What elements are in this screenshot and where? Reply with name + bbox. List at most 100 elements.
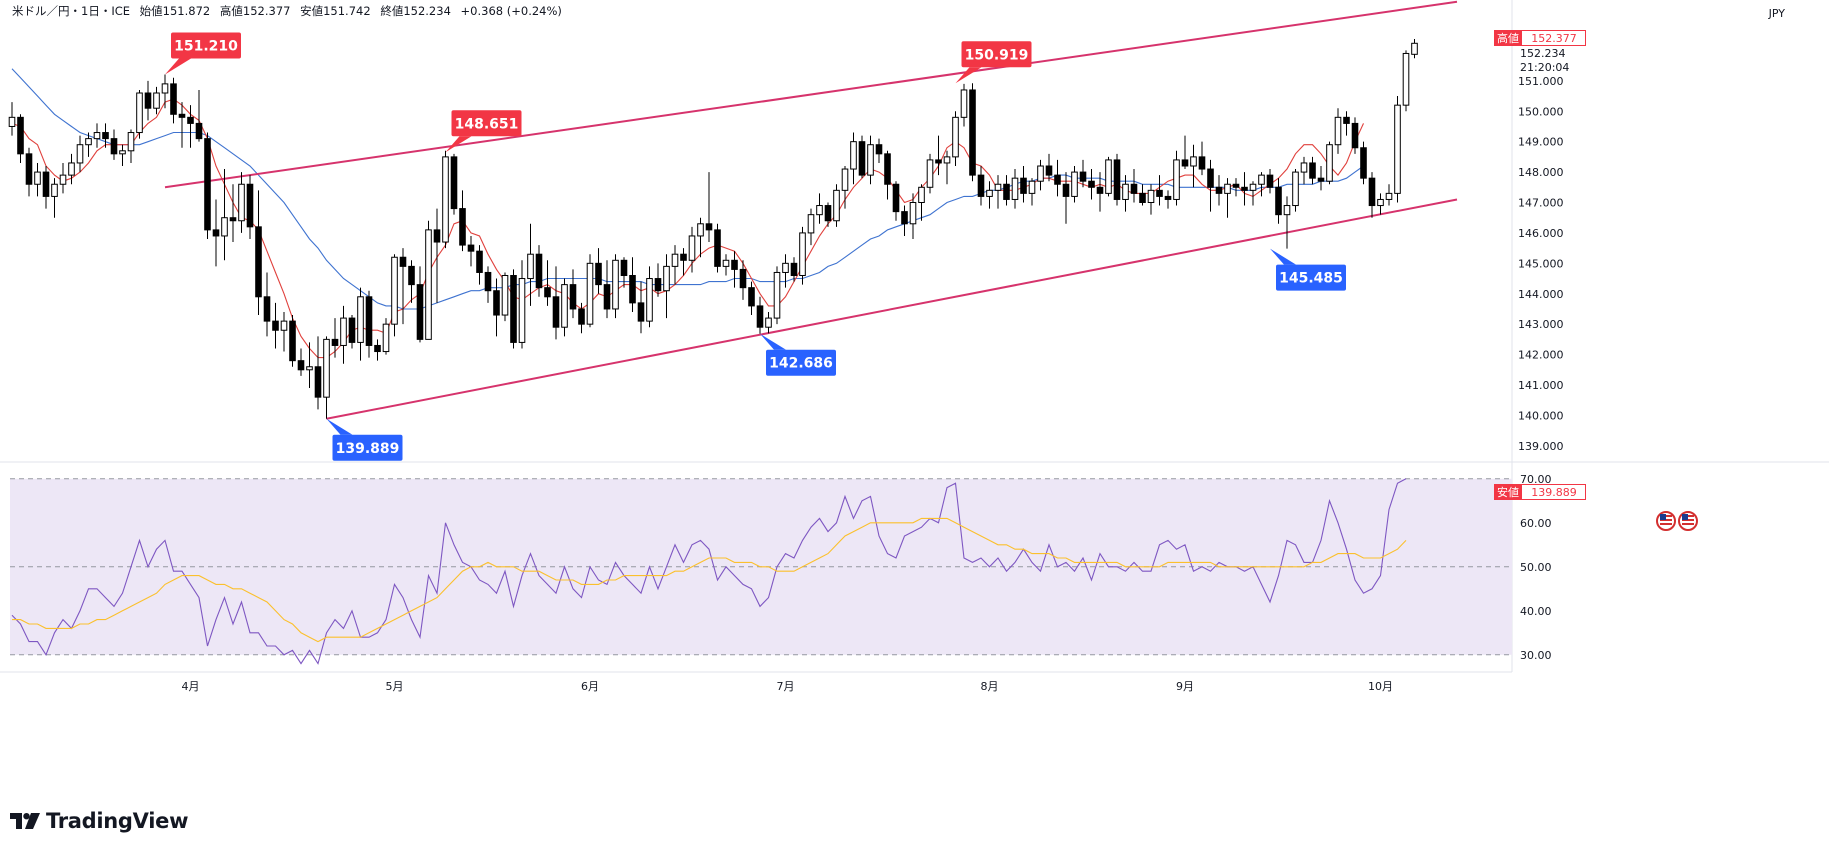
candle[interactable] <box>935 135 942 176</box>
candle[interactable] <box>986 181 993 209</box>
candle[interactable] <box>799 226 806 285</box>
candle[interactable] <box>1079 159 1087 188</box>
candle[interactable] <box>102 123 109 148</box>
candle[interactable] <box>841 166 849 209</box>
candle[interactable] <box>603 260 611 319</box>
candle[interactable] <box>850 132 857 185</box>
candle[interactable] <box>637 281 645 334</box>
candle[interactable] <box>161 74 169 109</box>
price-callout[interactable]: 145.485 <box>1270 248 1346 291</box>
candle[interactable] <box>17 114 24 163</box>
candle[interactable] <box>1241 172 1248 206</box>
candle[interactable] <box>816 193 823 224</box>
candle[interactable] <box>1198 141 1206 176</box>
candle[interactable] <box>535 245 543 297</box>
candle[interactable] <box>739 260 747 300</box>
channel-upper-line[interactable] <box>164 0 1458 189</box>
candle[interactable] <box>1071 166 1078 203</box>
candle[interactable] <box>586 254 594 328</box>
candle[interactable] <box>901 205 908 236</box>
candle[interactable] <box>926 153 934 194</box>
candle[interactable] <box>748 281 755 316</box>
candle[interactable] <box>688 226 696 273</box>
candle[interactable] <box>1249 181 1257 206</box>
candle[interactable] <box>144 80 152 121</box>
candle[interactable] <box>323 336 330 419</box>
candle[interactable] <box>1275 178 1282 224</box>
candle[interactable] <box>212 199 220 267</box>
candle[interactable] <box>1028 178 1036 206</box>
candle[interactable] <box>85 132 92 157</box>
candle[interactable] <box>1181 135 1189 170</box>
us-flag-icon[interactable] <box>1656 511 1676 531</box>
candle[interactable] <box>93 123 101 148</box>
candle[interactable] <box>1207 159 1214 212</box>
candle[interactable] <box>833 184 840 227</box>
candle[interactable] <box>620 257 628 288</box>
candle[interactable] <box>416 266 424 343</box>
candle[interactable] <box>1003 175 1010 206</box>
candle[interactable] <box>909 193 917 239</box>
candle[interactable] <box>127 129 135 163</box>
candle[interactable] <box>493 278 500 337</box>
candle[interactable] <box>391 254 398 337</box>
candle[interactable] <box>399 248 407 325</box>
candle[interactable] <box>892 181 900 221</box>
candle[interactable] <box>671 245 679 285</box>
candle[interactable] <box>697 217 704 258</box>
candle[interactable] <box>425 220 432 340</box>
candle[interactable] <box>1037 159 1044 191</box>
candle[interactable] <box>867 135 874 185</box>
candle[interactable] <box>76 135 84 173</box>
candle[interactable] <box>714 223 721 273</box>
candle[interactable] <box>994 175 1002 209</box>
candle[interactable] <box>1292 169 1299 212</box>
candle[interactable] <box>280 312 288 352</box>
candle[interactable] <box>1351 117 1359 154</box>
candle[interactable] <box>357 287 364 361</box>
candle[interactable] <box>306 342 313 389</box>
candle[interactable] <box>1122 175 1129 212</box>
candle[interactable] <box>1317 166 1325 191</box>
candle[interactable] <box>1096 172 1104 212</box>
candle[interactable] <box>663 254 670 319</box>
candle[interactable] <box>578 302 585 334</box>
candle[interactable] <box>875 138 883 163</box>
candle[interactable] <box>544 260 551 306</box>
candle[interactable] <box>331 318 339 358</box>
candle[interactable] <box>1054 159 1061 197</box>
candle[interactable] <box>807 208 815 246</box>
candle[interactable] <box>1343 111 1350 136</box>
candle[interactable] <box>1326 141 1333 185</box>
candle[interactable] <box>442 150 449 249</box>
candle[interactable] <box>977 166 985 206</box>
candle[interactable] <box>943 150 951 185</box>
price-callout[interactable]: 139.889 <box>326 418 403 461</box>
us-flag-icon[interactable] <box>1678 511 1698 531</box>
candle[interactable] <box>459 190 466 252</box>
candle[interactable] <box>731 251 738 288</box>
candle[interactable] <box>629 257 636 312</box>
candle[interactable] <box>187 105 194 148</box>
candle[interactable] <box>289 315 296 367</box>
candle[interactable] <box>110 129 118 160</box>
candle[interactable] <box>501 272 509 322</box>
currency-label[interactable]: JPY <box>1768 7 1785 20</box>
candle[interactable] <box>408 260 415 303</box>
candle[interactable] <box>1360 141 1367 185</box>
candle[interactable] <box>654 263 662 297</box>
candle[interactable] <box>25 147 33 197</box>
candle[interactable] <box>59 162 67 194</box>
candle[interactable] <box>119 144 126 166</box>
candle[interactable] <box>8 102 16 136</box>
candle[interactable] <box>1156 175 1163 206</box>
candle[interactable] <box>510 269 517 349</box>
candle[interactable] <box>884 150 891 200</box>
candle[interactable] <box>1232 178 1240 197</box>
candle[interactable] <box>1113 153 1121 206</box>
candle[interactable] <box>365 290 373 358</box>
candle[interactable] <box>68 153 75 185</box>
candle[interactable] <box>765 312 772 334</box>
candle[interactable] <box>272 302 279 349</box>
